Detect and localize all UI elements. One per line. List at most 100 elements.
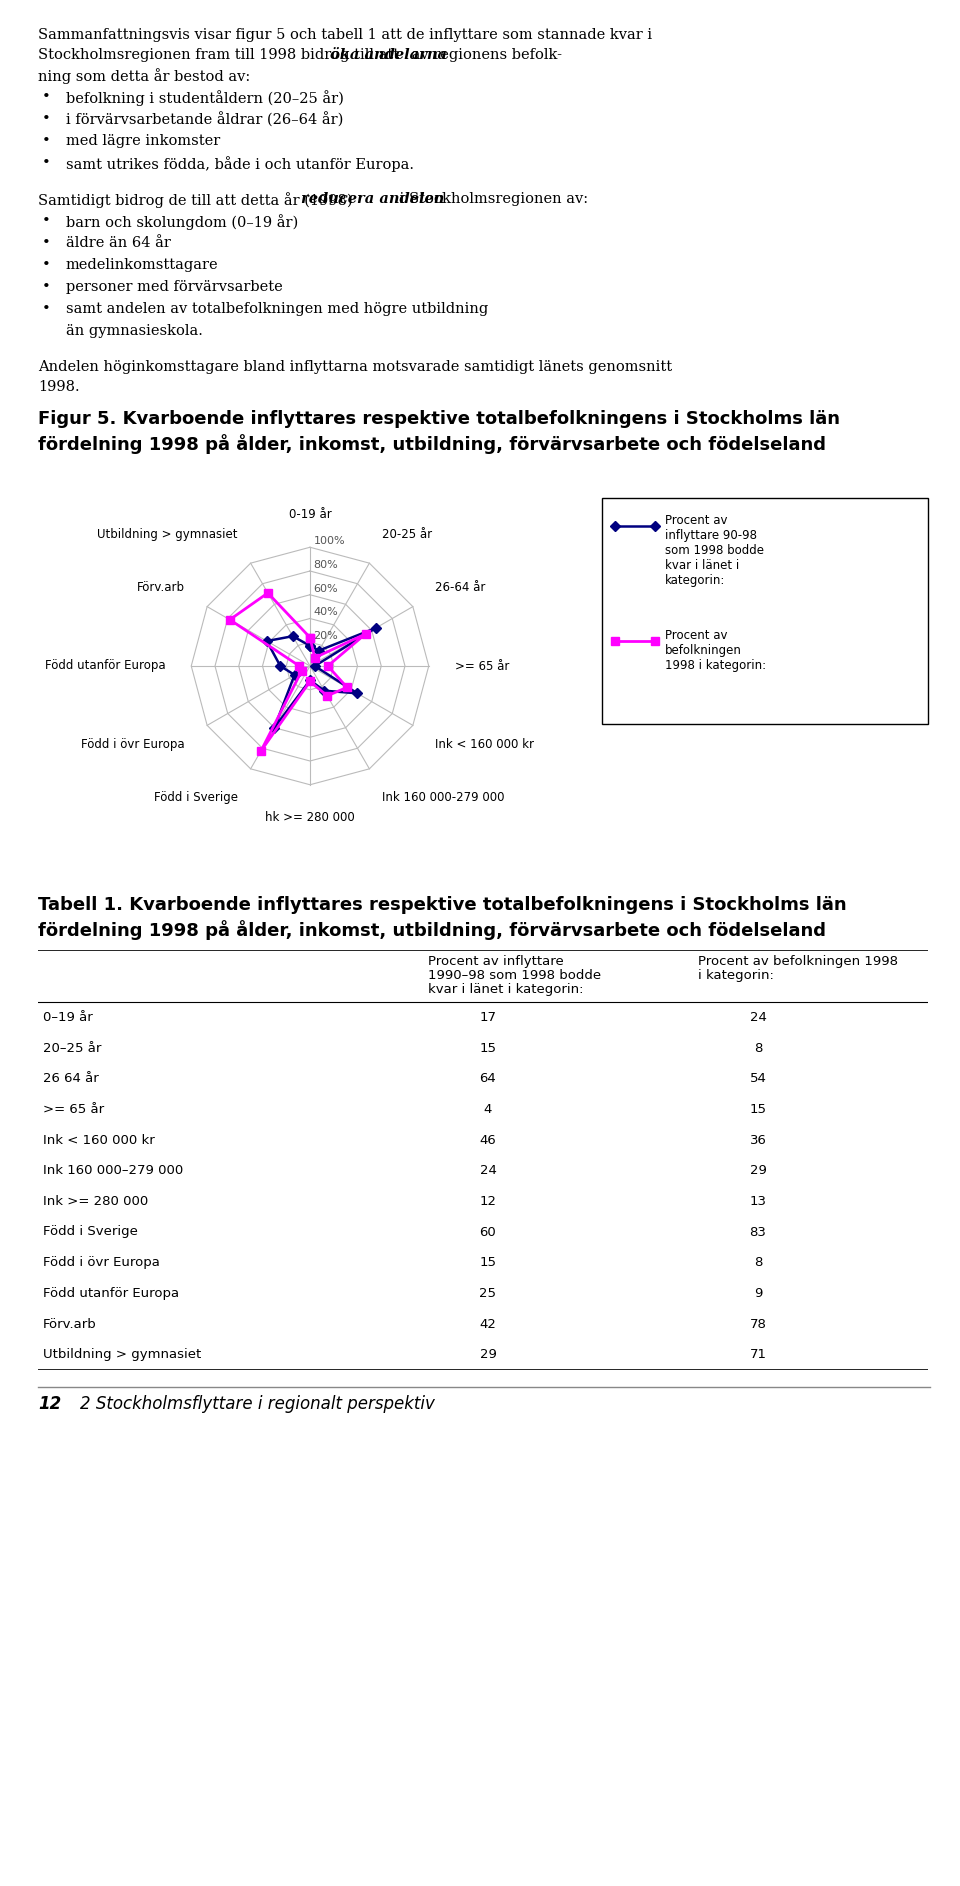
Text: 4: 4 xyxy=(484,1103,492,1117)
Text: 29: 29 xyxy=(480,1348,496,1362)
Text: ning som detta år bestod av:: ning som detta år bestod av: xyxy=(38,68,251,83)
Text: med lägre inkomster: med lägre inkomster xyxy=(66,134,220,147)
Text: •: • xyxy=(42,134,51,147)
Text: kvar i länet i kategorin:: kvar i länet i kategorin: xyxy=(428,983,584,996)
Text: fördelning 1998 på ålder, inkomst, utbildning, förvärvsarbete och födelseland: fördelning 1998 på ålder, inkomst, utbil… xyxy=(38,434,826,455)
Text: barn och skolungdom (0–19 år): barn och skolungdom (0–19 år) xyxy=(66,213,299,230)
Text: 15: 15 xyxy=(750,1103,766,1117)
Text: Född utanför Europa: Född utanför Europa xyxy=(44,660,165,673)
Text: Sammanfattningsvis visar figur 5 och tabell 1 att de inflyttare som stannade kva: Sammanfattningsvis visar figur 5 och tab… xyxy=(38,28,652,41)
Text: Utbildning > gymnasiet: Utbildning > gymnasiet xyxy=(43,1348,202,1362)
Text: fördelning 1998 på ålder, inkomst, utbildning, förvärvsarbete och födelseland: fördelning 1998 på ålder, inkomst, utbil… xyxy=(38,920,826,939)
Text: 60: 60 xyxy=(480,1226,496,1239)
Text: 60%: 60% xyxy=(314,583,338,594)
Text: Tabell 1. Kvarboende inflyttares respektive totalbefolkningens i Stockholms län: Tabell 1. Kvarboende inflyttares respekt… xyxy=(38,896,847,915)
Text: 40%: 40% xyxy=(314,607,338,617)
Text: 15: 15 xyxy=(479,1041,496,1054)
Text: kategorin:: kategorin: xyxy=(665,573,726,587)
Text: 24: 24 xyxy=(480,1164,496,1177)
Text: 46: 46 xyxy=(480,1133,496,1147)
Text: 26 64 år: 26 64 år xyxy=(43,1071,99,1084)
Text: i kategorin:: i kategorin: xyxy=(698,969,774,983)
Text: 1990–98 som 1998 bodde: 1990–98 som 1998 bodde xyxy=(428,969,601,983)
Text: •: • xyxy=(42,91,51,104)
Text: hk >= 280 000: hk >= 280 000 xyxy=(265,811,355,824)
Text: 78: 78 xyxy=(750,1318,766,1330)
Text: >= 65 år: >= 65 år xyxy=(455,660,509,673)
Text: 2 Stockholmsflyttare i regionalt perspektiv: 2 Stockholmsflyttare i regionalt perspek… xyxy=(80,1396,435,1413)
Text: 64: 64 xyxy=(480,1071,496,1084)
Text: Född i övr Europa: Född i övr Europa xyxy=(43,1256,160,1269)
Text: Född i Sverige: Född i Sverige xyxy=(43,1226,138,1239)
Text: befolkningen: befolkningen xyxy=(665,643,742,656)
Text: 42: 42 xyxy=(480,1318,496,1330)
Text: äldre än 64 år: äldre än 64 år xyxy=(66,236,171,251)
Text: Figur 5. Kvarboende inflyttares respektive totalbefolkningens i Stockholms län: Figur 5. Kvarboende inflyttares respekti… xyxy=(38,409,840,428)
Text: •: • xyxy=(42,213,51,228)
Text: öka andelarna: öka andelarna xyxy=(330,47,447,62)
Text: 1998.: 1998. xyxy=(38,379,80,394)
Text: Andelen höginkomsttagare bland inflyttarna motsvarade samtidigt länets genomsnit: Andelen höginkomsttagare bland inflyttar… xyxy=(38,360,672,373)
Text: medelinkomsttagare: medelinkomsttagare xyxy=(66,258,219,272)
Text: Procent av befolkningen 1998: Procent av befolkningen 1998 xyxy=(698,954,898,968)
Text: Född utanför Europa: Född utanför Europa xyxy=(43,1286,180,1299)
Text: av regionens befolk-: av regionens befolk- xyxy=(406,47,562,62)
Text: 8: 8 xyxy=(754,1041,762,1054)
Text: 100%: 100% xyxy=(314,536,346,547)
Text: samt andelen av totalbefolkningen med högre utbildning: samt andelen av totalbefolkningen med hö… xyxy=(66,302,489,317)
Text: Procent av: Procent av xyxy=(665,630,728,641)
Text: 17: 17 xyxy=(479,1011,496,1024)
Text: 13: 13 xyxy=(750,1196,766,1207)
Text: 8: 8 xyxy=(754,1256,762,1269)
Text: 12: 12 xyxy=(479,1196,496,1207)
Text: 36: 36 xyxy=(750,1133,766,1147)
Text: Procent av inflyttare: Procent av inflyttare xyxy=(428,954,564,968)
Text: Ink < 160 000 kr: Ink < 160 000 kr xyxy=(436,739,535,751)
Text: Stockholmsregionen fram till 1998 bidrog till att: Stockholmsregionen fram till 1998 bidrog… xyxy=(38,47,404,62)
Text: i Stockholmsregionen av:: i Stockholmsregionen av: xyxy=(395,192,588,206)
Text: Född i Sverige: Född i Sverige xyxy=(154,792,237,805)
Text: samt utrikes födda, både i och utanför Europa.: samt utrikes födda, både i och utanför E… xyxy=(66,157,414,172)
Text: Utbildning > gymnasiet: Utbildning > gymnasiet xyxy=(97,528,237,541)
Text: reducera andelen: reducera andelen xyxy=(301,192,444,206)
Text: Samtidigt bidrog de till att detta år (1998): Samtidigt bidrog de till att detta år (1… xyxy=(38,192,357,207)
Text: 15: 15 xyxy=(479,1256,496,1269)
Text: 20-25 år: 20-25 år xyxy=(382,528,433,541)
Text: 0–19 år: 0–19 år xyxy=(43,1011,93,1024)
Text: i förvärvsarbetande åldrar (26–64 år): i förvärvsarbetande åldrar (26–64 år) xyxy=(66,111,344,126)
Text: som 1998 bodde: som 1998 bodde xyxy=(665,543,764,556)
Text: 20%: 20% xyxy=(314,632,338,641)
Text: Född i övr Europa: Född i övr Europa xyxy=(81,739,184,751)
Text: kvar i länet i: kvar i länet i xyxy=(665,558,739,571)
Text: •: • xyxy=(42,302,51,317)
Text: 26-64 år: 26-64 år xyxy=(436,581,486,594)
Text: 71: 71 xyxy=(750,1348,766,1362)
Text: Förv.arb: Förv.arb xyxy=(136,581,184,594)
Text: 20–25 år: 20–25 år xyxy=(43,1041,102,1054)
Text: än gymnasieskola.: än gymnasieskola. xyxy=(66,324,203,338)
Text: •: • xyxy=(42,236,51,251)
Text: inflyttare 90-98: inflyttare 90-98 xyxy=(665,528,757,541)
Text: 24: 24 xyxy=(750,1011,766,1024)
Text: •: • xyxy=(42,157,51,170)
Text: 9: 9 xyxy=(754,1286,762,1299)
Text: Ink < 160 000 kr: Ink < 160 000 kr xyxy=(43,1133,155,1147)
Text: •: • xyxy=(42,279,51,294)
Text: •: • xyxy=(42,111,51,126)
Text: 83: 83 xyxy=(750,1226,766,1239)
Text: personer med förvärvsarbete: personer med förvärvsarbete xyxy=(66,279,283,294)
Text: Ink 160 000–279 000: Ink 160 000–279 000 xyxy=(43,1164,183,1177)
Text: 29: 29 xyxy=(750,1164,766,1177)
Text: >= 65 år: >= 65 år xyxy=(43,1103,104,1117)
Text: Ink >= 280 000: Ink >= 280 000 xyxy=(43,1196,148,1207)
Text: •: • xyxy=(42,258,51,272)
Text: 80%: 80% xyxy=(314,560,338,570)
Text: Procent av: Procent av xyxy=(665,515,728,526)
Text: Förv.arb: Förv.arb xyxy=(43,1318,97,1330)
Text: 25: 25 xyxy=(479,1286,496,1299)
Text: 54: 54 xyxy=(750,1071,766,1084)
Text: 1998 i kategorin:: 1998 i kategorin: xyxy=(665,658,766,671)
Text: 12: 12 xyxy=(38,1396,61,1413)
Text: Ink 160 000-279 000: Ink 160 000-279 000 xyxy=(382,792,505,805)
Text: 0-19 år: 0-19 år xyxy=(289,507,331,521)
